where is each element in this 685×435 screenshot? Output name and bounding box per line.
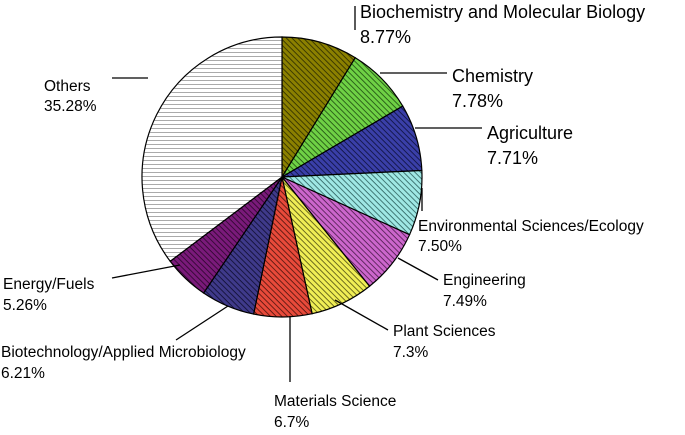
slice-name-label: Others	[44, 78, 91, 95]
leader-lines	[111, 6, 482, 382]
slice-percent-label: 7.49%	[443, 293, 487, 310]
slice-percent-label: 7.71%	[487, 148, 538, 168]
slice-percent-label: 7.50%	[418, 238, 462, 255]
slice-name-label: Plant Sciences	[393, 323, 496, 340]
pie-slice-others	[141, 36, 283, 263]
slice-percent-label: 6.7%	[274, 414, 310, 431]
slice-name-label: Chemistry	[452, 66, 533, 86]
slice-name-label: Energy/Fuels	[3, 276, 95, 293]
slice-name-label: Materials Science	[274, 393, 396, 410]
slice-percent-label: 5.26%	[3, 297, 47, 314]
slice-name-label: Biochemistry and Molecular Biology	[360, 2, 645, 22]
leader-line	[111, 264, 181, 279]
slice-name-label: Engineering	[443, 272, 526, 289]
slice-labels: Biochemistry and Molecular Biology 8.77% C…	[1, 2, 645, 431]
slice-percent-label: 8.77%	[360, 27, 411, 47]
leader-line	[397, 257, 439, 281]
leader-line	[175, 305, 229, 341]
slice-name-label: Agriculture	[487, 123, 573, 143]
slice-percent-label: 7.3%	[393, 344, 429, 361]
slice-name-label: Biotechnology/Applied Microbiology	[1, 344, 246, 361]
slice-name-label: Environmental Sciences/Ecology	[418, 218, 644, 235]
slice-percent-label: 35.28%	[44, 98, 97, 115]
leader-line	[334, 299, 389, 331]
pie-slices	[141, 36, 423, 318]
slice-percent-label: 6.21%	[1, 365, 45, 382]
slice-percent-label: 7.78%	[452, 91, 503, 111]
